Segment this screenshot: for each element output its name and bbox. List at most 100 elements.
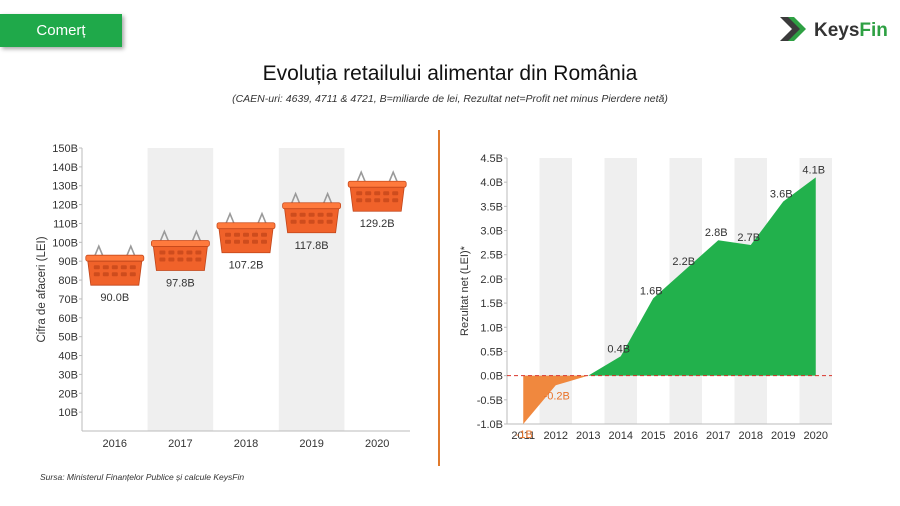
y-tick-label: 120B: [52, 200, 78, 212]
y-tick-label: 130B: [52, 181, 78, 193]
basket-slot: [102, 265, 109, 270]
y-tick-label: 1.5B: [480, 298, 503, 310]
y-tick-label: 100B: [52, 237, 78, 249]
x-tick-label: 2017: [168, 438, 192, 450]
basket-handle: [256, 211, 268, 227]
basket-slot: [159, 250, 166, 255]
basket-slot: [186, 250, 193, 255]
basket-handle: [387, 170, 399, 185]
basket-rim: [282, 202, 342, 210]
x-tick-label: 2015: [641, 430, 665, 442]
column-band: [278, 148, 345, 431]
data-label: 129.2B: [360, 218, 395, 230]
data-label: 90.0B: [100, 292, 129, 304]
y-tick-label: 90B: [58, 256, 78, 268]
basket-slot: [102, 272, 109, 277]
x-tick-label: 2014: [609, 430, 633, 442]
basket-icon: [282, 191, 342, 234]
basket-slot: [120, 272, 127, 277]
basket-slot: [290, 219, 297, 224]
x-tick-label: 2016: [103, 438, 127, 450]
basket-slot: [243, 232, 249, 237]
basket-slot: [252, 239, 258, 244]
basket-slot: [111, 272, 118, 277]
y-tick-label: 4.5B: [480, 153, 503, 165]
basket-slot: [225, 239, 231, 244]
basket-handle: [93, 244, 105, 259]
y-tick-label: 1.0B: [480, 322, 503, 334]
x-tick-label: 2017: [706, 430, 730, 442]
basket-slot: [195, 257, 202, 262]
basket-slot: [299, 212, 306, 217]
x-tick-label: 2018: [234, 438, 258, 450]
y-tick-label: 110B: [53, 218, 78, 230]
data-label: 3.6B: [770, 189, 793, 201]
basket-handle: [190, 229, 203, 244]
basket-rim: [347, 180, 407, 188]
data-label: 97.8B: [166, 277, 195, 289]
y-tick-label: 4.0B: [480, 177, 503, 189]
basket-slot: [383, 191, 390, 196]
logo-text-keys: Keys: [814, 20, 860, 41]
y-tick-label: 60B: [58, 313, 78, 325]
turnover-chart-svg: 10B 20B 30B 40B 50B 60B 70B 80B 90B 100B 110B 120B 1…: [36, 143, 410, 450]
page-subtitle: (CAEN-uri: 4639, 4711 & 4721, B=miliarde…: [232, 93, 668, 105]
keysfin-logo: KeysFin: [778, 14, 888, 48]
data-label: 4.1B: [802, 164, 825, 176]
basket-slot: [317, 212, 324, 217]
basket-rim: [150, 240, 210, 247]
net-result-chart: -1.0B -0.5B 0.0B 0.5B 1.0B 1.5B 2.0B 2.5B 3.0B 3.…: [452, 140, 852, 455]
page-title: Evoluția retailului alimentar din Români…: [262, 62, 638, 85]
basket-slot: [308, 219, 315, 224]
basket-slot: [365, 198, 372, 203]
basket-slot: [365, 191, 372, 196]
basket-slot: [159, 257, 166, 262]
basket-slot: [93, 265, 100, 270]
source-note: Sursa: Ministerul Finanțelor Publice și …: [40, 472, 245, 482]
y-tick-label: 80B: [58, 275, 78, 287]
y-tick-label: 30B: [58, 369, 78, 381]
basket-slot: [186, 257, 193, 262]
basket-slot: [392, 191, 399, 196]
y-tick-label: -1.0B: [477, 419, 503, 431]
data-label: 1.6B: [640, 285, 663, 297]
y-tick-label: -0.5B: [477, 395, 503, 407]
y-tick-label: 140B: [52, 162, 78, 174]
basket-slot: [261, 239, 267, 244]
y-tick-label: 70B: [58, 294, 78, 306]
basket-icon: [150, 229, 210, 271]
data-label: -1B: [516, 429, 533, 441]
basket-slot: [225, 232, 231, 237]
turnover-chart: 10B 20B 30B 40B 50B 60B 70B 80B 90B 100B 110B 120B 1…: [30, 140, 420, 455]
chart-divider: [438, 130, 440, 466]
data-label: 2.8B: [705, 227, 728, 239]
x-tick-label: 2018: [739, 430, 763, 442]
x-tick-label: 2020: [365, 438, 389, 450]
negative-area: [523, 375, 589, 424]
basket-handle: [224, 211, 236, 227]
chevron-logo-icon: [780, 17, 806, 41]
basket-slot: [374, 191, 381, 196]
y-tick-label: 50B: [58, 332, 78, 344]
x-tick-label: 2020: [804, 430, 828, 442]
y-tick-label: 40B: [58, 351, 78, 363]
basket-slot: [177, 257, 184, 262]
basket-rim: [216, 222, 276, 230]
basket-slot: [392, 198, 399, 203]
basket-slot: [326, 219, 333, 224]
column-band: [604, 158, 637, 424]
basket-slot: [177, 250, 184, 255]
basket-slot: [374, 198, 381, 203]
y-tick-label: 10B: [58, 407, 78, 419]
logo-text-fin: Fin: [859, 20, 888, 41]
basket-slot: [111, 265, 118, 270]
data-label: 0.4B: [607, 343, 630, 355]
basket-slot: [234, 239, 240, 244]
basket-handle: [355, 170, 367, 185]
basket-slot: [299, 219, 306, 224]
basket-rim: [85, 254, 145, 262]
y-axis-label: Rezultat net (LEI)*: [459, 245, 471, 336]
y-tick-label: 3.5B: [480, 201, 503, 213]
basket-slot: [243, 239, 249, 244]
basket-slot: [290, 212, 297, 217]
